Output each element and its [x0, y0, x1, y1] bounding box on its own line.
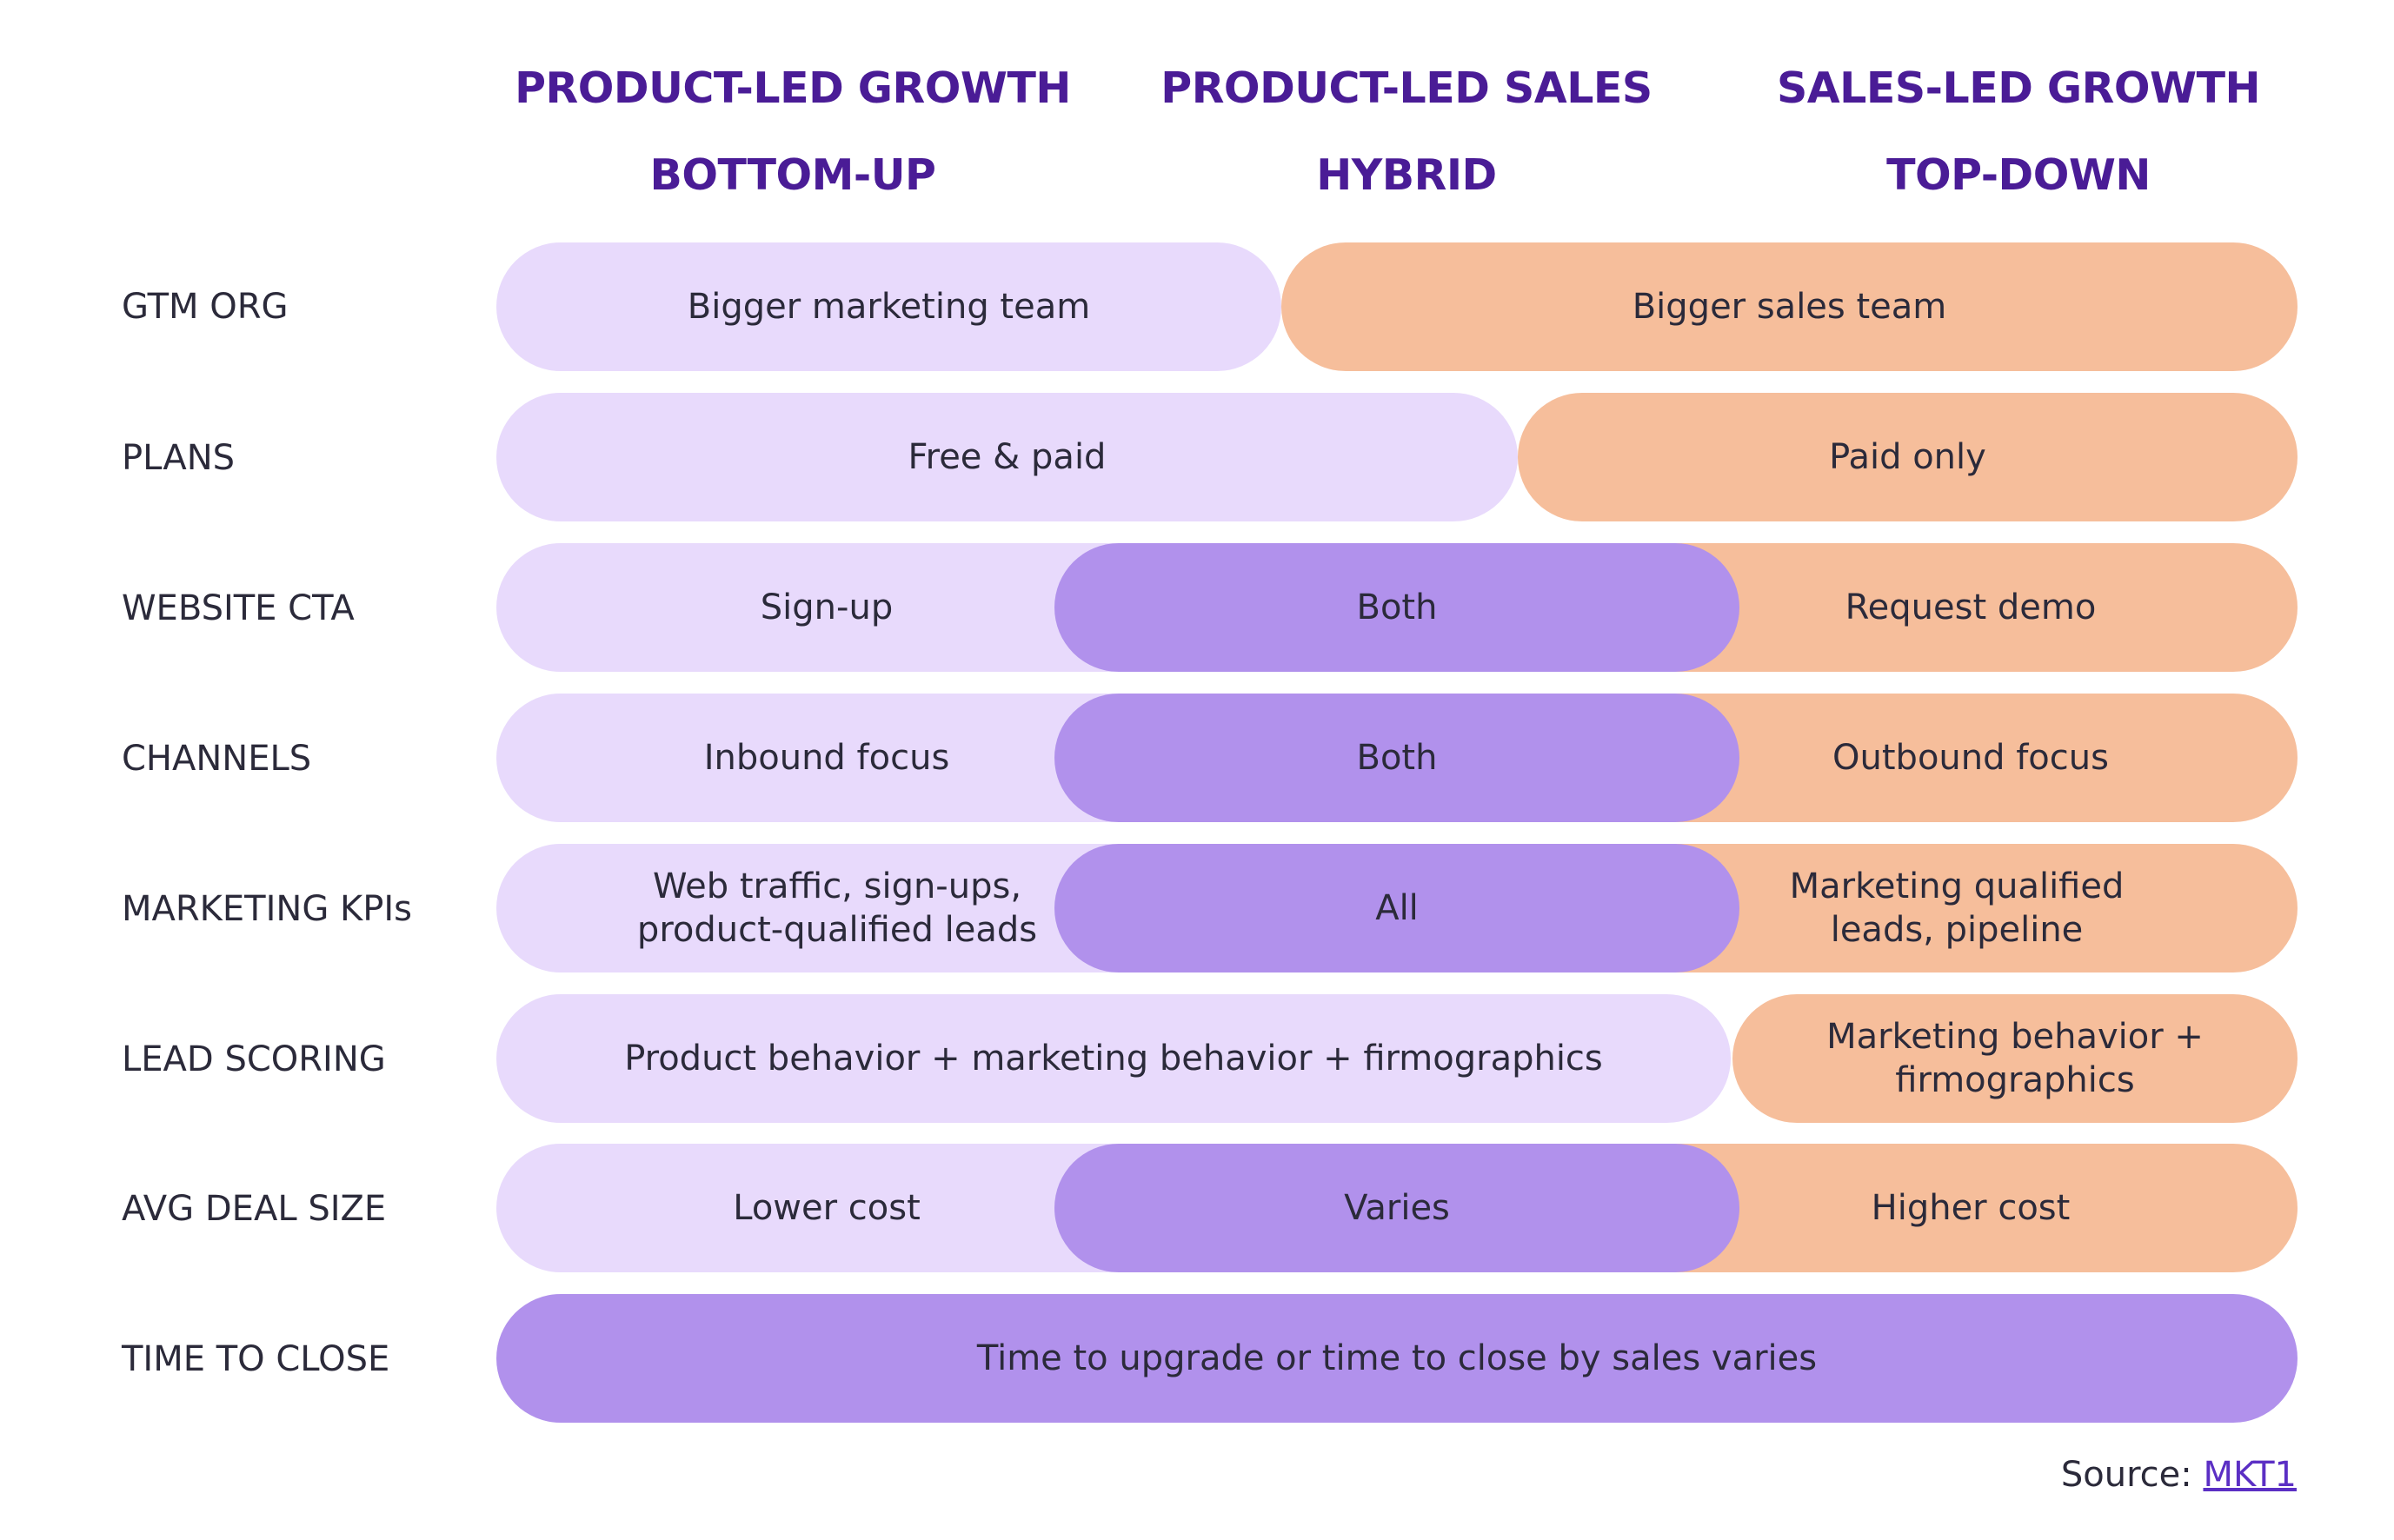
pill-text: All: [1375, 888, 1419, 928]
pill-text: Both: [1356, 587, 1438, 627]
column-title-product-led-sales: PRODUCT-LED SALES: [1160, 63, 1653, 113]
pill-text-line2: firmographics: [1895, 1060, 2135, 1100]
pill-text: Lower cost: [733, 1188, 921, 1228]
pill-text-line1: Web traffic, sign-ups,: [652, 866, 1022, 906]
row-label-website-cta: WEBSITE CTA: [122, 588, 355, 628]
pill-text: Higher cost: [1871, 1188, 2071, 1228]
row-label-avg-deal-size: AVG DEAL SIZE: [122, 1189, 387, 1229]
pill-text: Both: [1356, 738, 1438, 778]
pill-both-cta: Both: [1054, 543, 1739, 672]
pill-free-and-paid: Free & paid: [496, 393, 1518, 521]
pill-text: Paid only: [1829, 437, 1986, 477]
pill-text: Product behavior + marketing behavior + …: [624, 1039, 1603, 1079]
pill-paid-only: Paid only: [1518, 393, 2298, 521]
column-subtitle-top-down: TOP-DOWN: [1886, 150, 2151, 200]
row-label-time-to-close: TIME TO CLOSE: [122, 1339, 390, 1379]
pill-product-behavior: Product behavior + marketing behavior + …: [496, 994, 1731, 1123]
source-note: Source: MKT1: [2061, 1453, 2297, 1497]
pill-text: Bigger sales team: [1632, 287, 1947, 327]
pill-text-line2: leads, pipeline: [1830, 910, 2084, 950]
pill-varies: Varies: [1054, 1144, 1739, 1272]
pill-marketing-behavior: Marketing behavior + firmographics: [1732, 994, 2298, 1123]
pill-text-line1: Marketing behavior +: [1826, 1017, 2204, 1057]
pill-text: Time to upgrade or time to close by sale…: [976, 1338, 1818, 1378]
pill-both-channels: Both: [1054, 694, 1739, 822]
column-subtitle-bottom-up: BOTTOM-UP: [649, 150, 936, 200]
column-title-sales-led-growth: SALES-LED GROWTH: [1776, 63, 2261, 113]
pill-text: Free & paid: [908, 437, 1107, 477]
pill-text: Outbound focus: [1832, 738, 2109, 778]
pill-bigger-sales-team: Bigger sales team: [1281, 242, 2298, 371]
pill-bigger-marketing-team: Bigger marketing team: [496, 242, 1281, 371]
source-link-mkt1[interactable]: MKT1: [2203, 1455, 2297, 1495]
pill-all-kpis: All: [1054, 844, 1739, 972]
row-label-plans: PLANS: [122, 438, 235, 478]
pill-text: Inbound focus: [703, 738, 950, 778]
pill-time-to-upgrade: Time to upgrade or time to close by sale…: [496, 1294, 2298, 1423]
pill-text: Varies: [1344, 1188, 1450, 1228]
pill-text: Sign-up: [760, 587, 894, 627]
row-label-marketing-kpis: MARKETING KPIs: [122, 889, 413, 929]
pill-text-line2: product-qualified leads: [636, 910, 1038, 950]
pill-text: Bigger marketing team: [687, 287, 1091, 327]
column-subtitle-hybrid: HYBRID: [1316, 150, 1497, 200]
row-label-channels: CHANNELS: [122, 739, 312, 779]
source-prefix: Source:: [2060, 1455, 2204, 1495]
row-label-gtm-org: GTM ORG: [122, 287, 289, 327]
pill-text: Request demo: [1845, 587, 2097, 627]
row-label-lead-scoring: LEAD SCORING: [122, 1039, 386, 1079]
pill-text-line1: Marketing qualified: [1789, 866, 2125, 906]
column-title-product-led-growth: PRODUCT-LED GROWTH: [515, 63, 1071, 113]
